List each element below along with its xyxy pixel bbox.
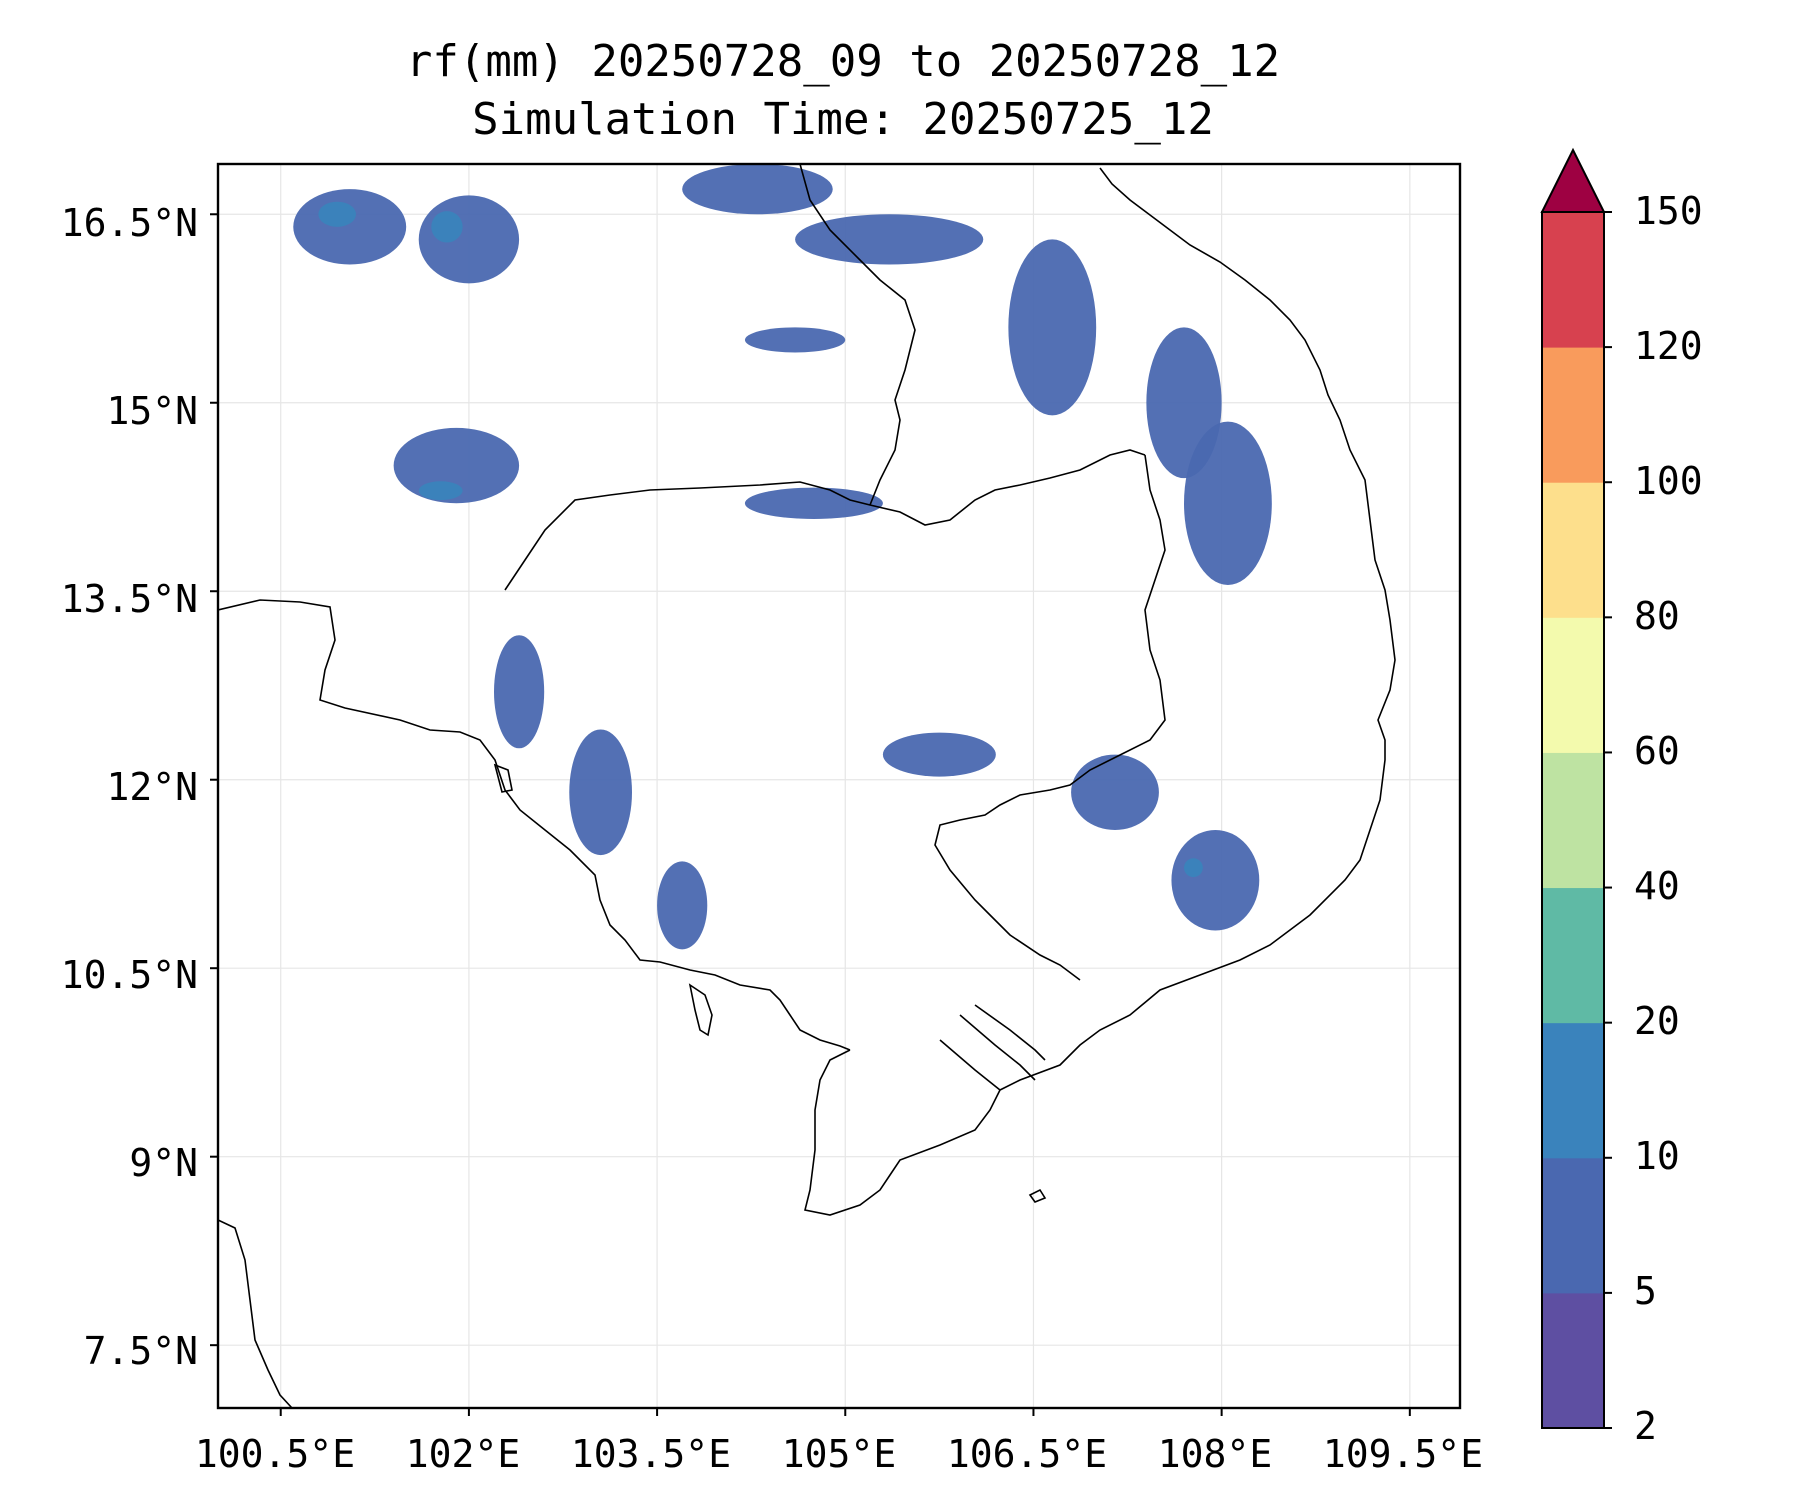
rainfall-region [431,211,463,243]
mekong-delta-channels [939,1004,1046,1091]
lon-tick-label: 106.5°E [946,1432,1108,1476]
colorbar-label: 2 [1634,1404,1657,1448]
island-phu-quoc [688,983,713,1037]
island-con-dao [1028,1188,1047,1203]
colorbar-extend-arrow [1540,147,1606,213]
colorbar-label: 40 [1634,864,1680,908]
colorbar-label: 120 [1634,324,1703,368]
lon-tick-label: 109.5°E [1322,1432,1484,1476]
gridlines [218,164,1460,1408]
rainfall-contours [293,164,1272,950]
colorbar-label: 10 [1634,1134,1680,1178]
rainfall-region [682,164,833,215]
rainfall-region [1184,421,1272,585]
lon-tick-label: 108°E [1157,1432,1273,1476]
border-thailand-cambodia [504,449,1146,591]
colorbar-label: 5 [1634,1269,1657,1313]
island-koh-kong [493,763,513,793]
map-frame [216,162,1462,1410]
lat-tick-label: 7.5°N [83,1329,198,1373]
lon-tick-label: 105°E [781,1432,897,1476]
lat-tick-label: 15°N [106,389,198,433]
colorbar-segment [1542,1157,1604,1294]
coastline-thailand-gulf [218,599,851,1051]
colorbar-segment [1542,1292,1604,1429]
map-title: rf(mm) 20250728_09 to 20250728_12 [405,36,1281,87]
rainfall-region [318,201,356,227]
lon-tick-label: 103.5°E [570,1432,732,1476]
colorbar-segment [1542,752,1604,889]
rainfall-region [1171,829,1260,931]
coastline-malay-peninsula [218,1219,293,1408]
colorbar-segment [1542,1022,1604,1159]
rainfall-region [744,487,883,519]
lon-tick-label: 102°E [405,1432,521,1476]
colorbar-segment [1542,347,1604,483]
colorbar-label: 100 [1634,459,1703,503]
colorbar-segment [1542,482,1604,618]
rainfall-region [569,729,632,856]
rainfall-region [657,861,708,950]
rainfall-region [795,214,984,265]
colorbar-segment [1542,617,1604,753]
colorbar [1540,147,1612,1429]
colorbar-label: 60 [1634,729,1680,773]
rainfall-region [493,635,545,749]
rainfall-region [744,327,846,353]
rainfall-region [882,732,996,777]
colorbar-label: 150 [1634,189,1703,233]
axis-ticks [210,213,1411,1416]
rainfall-region [1184,858,1203,878]
rainfall-region [418,481,463,501]
coastline-cambodia-vietnam [804,167,1396,1216]
map-subtitle: Simulation Time: 20250725_12 [472,94,1214,145]
lat-tick-label: 13.5°N [60,577,198,621]
rainfall-region [418,195,520,284]
rainfall-region [293,189,407,265]
lat-tick-label: 12°N [106,765,198,809]
lat-tick-label: 9°N [129,1141,198,1185]
colorbar-segment [1542,212,1604,348]
rainfall-region [1071,754,1159,830]
colorbar-segment [1542,887,1604,1024]
rainfall-region [1008,239,1097,416]
lat-tick-label: 16.5°N [60,201,198,245]
colorbar-frame [1541,211,1605,1429]
border-cambodia-vietnam [934,454,1166,981]
colorbar-label: 80 [1634,594,1680,638]
colorbar-label: 20 [1634,999,1680,1043]
border-laos-vietnam [799,164,916,506]
coastline-borders [218,164,1396,1408]
lat-tick-label: 10.5°N [60,953,198,997]
lon-tick-label: 100.5°E [194,1432,356,1476]
